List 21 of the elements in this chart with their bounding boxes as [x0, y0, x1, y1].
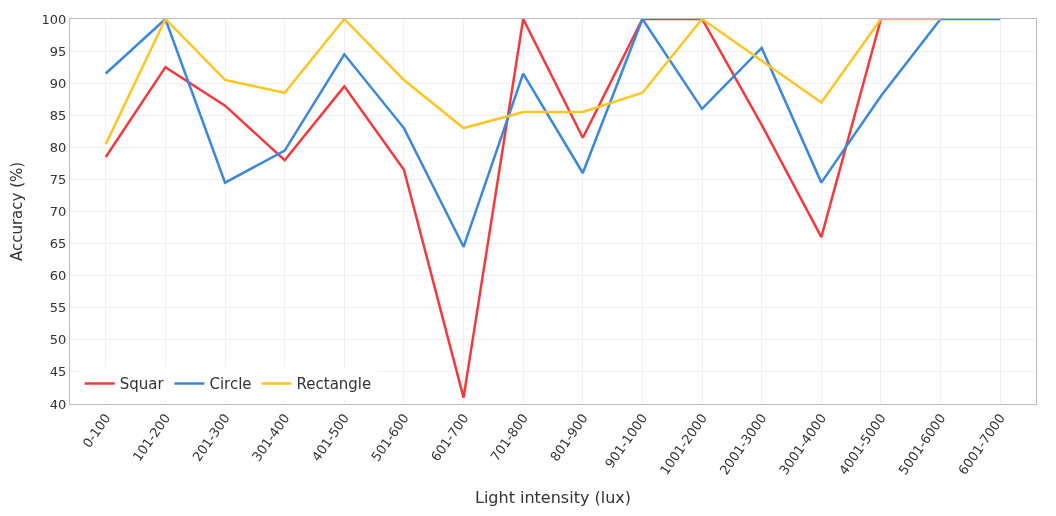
line-series — [104, 19, 883, 399]
legend-label: Circle — [209, 375, 252, 394]
y-tick-label: 80 — [49, 139, 67, 155]
y-tick-label: 45 — [49, 364, 67, 380]
y-tick-label: 50 — [49, 332, 67, 348]
legend-label: Squar — [119, 375, 165, 394]
y-tick-label: 75 — [49, 171, 67, 187]
y-axis-title: Accuracy (%) — [7, 161, 26, 262]
y-tick-label: 65 — [49, 236, 67, 252]
line-series — [104, 19, 942, 146]
y-tick-label: 60 — [49, 268, 67, 284]
x-axis-title: Light intensity (lux) — [474, 488, 632, 508]
line-series — [104, 19, 1002, 249]
y-tick-label: 85 — [49, 107, 67, 123]
y-tick-label: 90 — [49, 75, 67, 91]
y-tick-label: 95 — [49, 43, 67, 59]
y-tick-label: 100 — [41, 11, 67, 27]
legend-label: Rectangle — [296, 375, 372, 394]
y-tick-label: 55 — [49, 300, 67, 316]
y-tick-label: 40 — [49, 396, 67, 412]
y-tick-label: 70 — [49, 204, 67, 220]
